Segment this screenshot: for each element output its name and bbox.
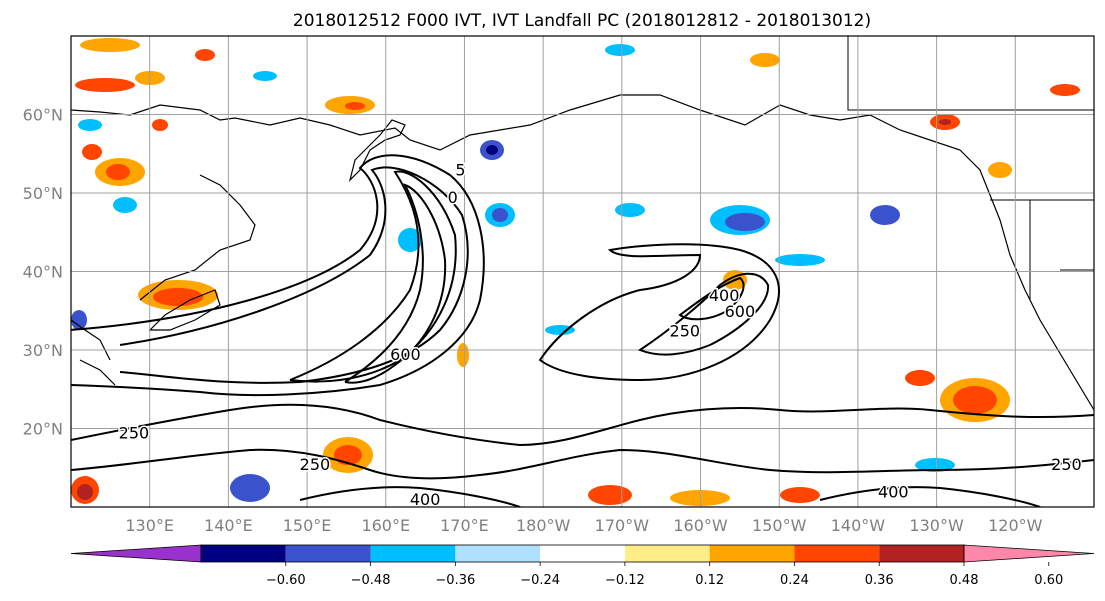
lon-tick-label: 170°E: [440, 516, 489, 535]
borders: [847, 36, 1094, 300]
colorbar-tick-label: 0.60: [1034, 573, 1063, 588]
colorbar-extend-high: [963, 544, 1095, 563]
colorbar-swatch: [879, 545, 964, 562]
colorbar-tick-label: 0.24: [780, 573, 809, 588]
lon-tick-labels: 130°E 140°E 150°E 160°E 170°E 180°W 170°W 160°W…: [125, 516, 1042, 535]
lat-tick-label: 30°N: [23, 341, 63, 360]
lon-tick-label: 120°W: [988, 516, 1043, 535]
ivt-anomaly-shading: [71, 38, 1080, 506]
contour-label: 250: [119, 423, 150, 442]
figure-title: 2018012512 F000 IVT, IVT Landfall PC (20…: [293, 11, 871, 31]
ivt-contours: [71, 154, 1094, 507]
lat-tick-label: 60°N: [23, 106, 63, 125]
map-frame: [70, 35, 1095, 508]
contour-label: 250: [1051, 455, 1082, 474]
colorbar-tick-label: −0.60: [266, 573, 306, 588]
colorbar-extend-low: [70, 544, 202, 563]
colorbar-tick-label: 0.48: [950, 573, 979, 588]
lon-tick-label: 180°W: [516, 516, 571, 535]
lat-tick-label: 50°N: [23, 184, 63, 203]
lon-tick-label: 130°W: [909, 516, 964, 535]
contour-label: 600: [725, 302, 756, 321]
lon-tick-label: 170°W: [595, 516, 650, 535]
lon-tick-label: 150°W: [752, 516, 807, 535]
lon-tick-label: 140°E: [204, 516, 253, 535]
colorbar-frame: [200, 544, 965, 563]
colorbar-tick-label: −0.24: [520, 573, 560, 588]
gridlines: [71, 36, 1094, 507]
contour-label: 600: [390, 345, 421, 364]
contour-label: 250: [670, 321, 701, 340]
colorbar-swatch: [370, 545, 456, 562]
lat-tick-labels: 20°N 30°N 40°N 50°N 60°N: [23, 106, 63, 439]
lon-tick-label: 130°E: [125, 516, 174, 535]
contour-label: 5: [455, 160, 465, 179]
colorbar-tick-label: 0.36: [865, 573, 894, 588]
contour-label: 250: [300, 455, 331, 474]
contour-label: 400: [709, 286, 740, 305]
colorbar-swatch: [285, 545, 371, 562]
lon-tick-label: 160°W: [673, 516, 728, 535]
lon-tick-label: 150°E: [283, 516, 332, 535]
colorbar-tick-label: −0.12: [605, 573, 645, 588]
colorbar-swatch: [540, 545, 625, 562]
colorbar-swatch: [624, 545, 710, 562]
colorbar-swatch: [794, 545, 880, 562]
colorbar-tick-label: −0.36: [435, 573, 475, 588]
colorbar: −0.60 −0.48 −0.36 −0.24 −0.12 0.12 0.24 0.36 0.4…: [70, 544, 1095, 588]
contour-label: 400: [410, 490, 441, 509]
colorbar-swatch: [201, 545, 286, 562]
lat-tick-label: 20°N: [23, 420, 63, 439]
lat-tick-label: 40°N: [23, 263, 63, 282]
colorbar-tick-label: −0.48: [351, 573, 391, 588]
colorbar-swatch: [455, 545, 541, 562]
lon-tick-label: 160°E: [361, 516, 410, 535]
contour-label: 0: [448, 188, 458, 207]
colorbar-swatch: [709, 545, 795, 562]
lon-tick-label: 140°W: [831, 516, 886, 535]
colorbar-tick-label: 0.12: [695, 573, 724, 588]
contour-label: 400: [878, 482, 909, 501]
